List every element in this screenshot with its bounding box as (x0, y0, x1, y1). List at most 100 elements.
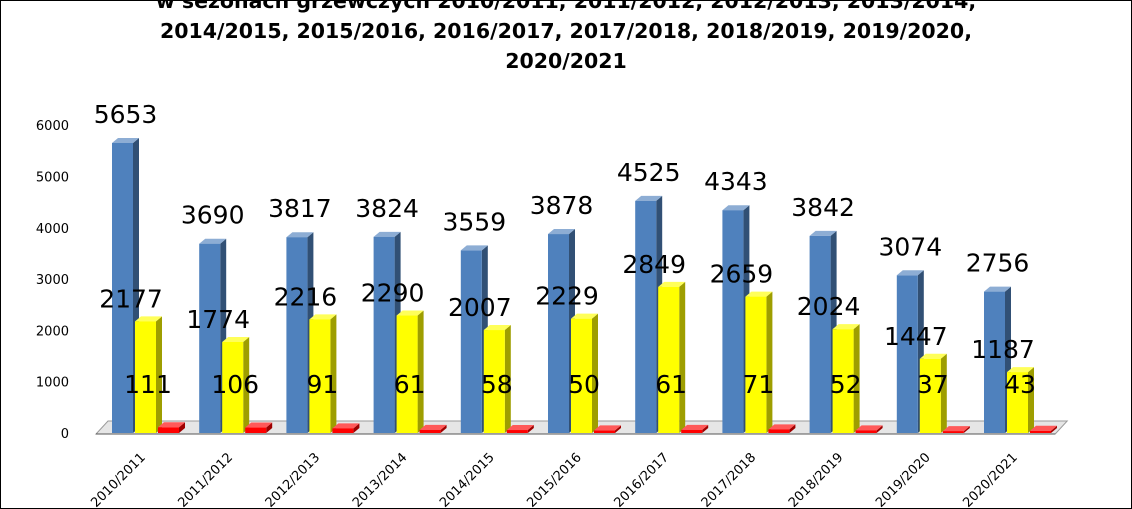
bar-side (592, 313, 598, 433)
bar-top (419, 424, 447, 430)
bar-front (460, 250, 482, 433)
bar-top (506, 425, 534, 431)
bar-front (722, 210, 744, 433)
bar-side (156, 316, 162, 433)
bar-front (396, 315, 418, 433)
bar-top (548, 229, 575, 235)
x-tick-label: 2017/2018 (699, 450, 760, 509)
data-label: 3842 (791, 193, 855, 222)
bar-front (483, 330, 505, 433)
bar-side (789, 424, 796, 433)
data-label: 2216 (274, 282, 338, 311)
bar-side (504, 325, 511, 433)
bar-side (1028, 367, 1034, 433)
data-label: 111 (124, 370, 172, 399)
bar-front (984, 291, 1005, 433)
data-label: 3878 (530, 191, 594, 220)
bar (332, 423, 360, 433)
bar-top (245, 422, 273, 428)
bar-front (1030, 430, 1051, 433)
bar (1007, 367, 1034, 433)
bar-side (853, 324, 860, 433)
bar-top (483, 325, 511, 331)
bar (199, 238, 227, 433)
bar (506, 425, 534, 433)
bar (571, 313, 598, 433)
chart-title: w sezonach grzewczych 2010/2011, 2011/20… (0, 0, 1132, 76)
bar-top (809, 230, 837, 236)
data-label: 1774 (186, 305, 250, 334)
bar-top (373, 231, 401, 237)
bar-top (832, 324, 860, 330)
bar (548, 229, 575, 433)
data-label: 61 (394, 370, 426, 399)
data-label: 3559 (442, 207, 506, 236)
bar-top (919, 353, 947, 359)
data-label: 43 (1004, 370, 1036, 399)
data-label: 2177 (99, 284, 163, 313)
bar-side (1051, 425, 1057, 433)
x-tick-label: 2016/2017 (612, 450, 673, 509)
chart-title-line-3: 2020/2021 (505, 49, 627, 73)
bar-front (245, 427, 267, 433)
bar (396, 310, 424, 433)
y-tick-label: 4000 (36, 222, 69, 237)
bar-top (1030, 425, 1057, 431)
bar (135, 316, 162, 433)
y-tick-label: 5000 (36, 171, 69, 186)
bar-side (440, 424, 447, 433)
bar-side (876, 425, 883, 433)
bar-top (222, 336, 250, 342)
bar (483, 325, 511, 433)
bar-front (594, 430, 615, 433)
bar-front (222, 341, 244, 433)
bar-front (112, 143, 133, 433)
bar-top (460, 245, 488, 251)
data-label: 3824 (355, 194, 419, 223)
bar (832, 324, 860, 433)
bar-front (199, 243, 221, 433)
data-label: 3817 (268, 194, 332, 223)
x-tick-label: 2012/2013 (263, 450, 324, 509)
bar-front (506, 430, 528, 433)
bar-side (417, 310, 424, 433)
data-label: 2007 (448, 293, 512, 322)
bar-front (135, 321, 156, 433)
bar-front (745, 296, 767, 433)
data-label: 2659 (710, 260, 774, 289)
data-label: 91 (306, 370, 338, 399)
y-axis: 0 1000 2000 3000 4000 5000 6000 (36, 119, 69, 442)
data-label: 58 (481, 370, 513, 399)
bar (309, 314, 337, 433)
bar-top (1007, 367, 1034, 373)
bar-top (745, 291, 773, 297)
bar-front (286, 237, 308, 433)
bar (1030, 425, 1057, 433)
chart-title-line-1: w sezonach grzewczych 2010/2011, 2011/20… (155, 0, 977, 13)
x-tick-label: 2013/2014 (350, 450, 411, 509)
bar-front (158, 427, 179, 433)
bar-front (548, 234, 569, 433)
y-tick-label: 6000 (36, 119, 69, 134)
data-label: 37 (917, 370, 949, 399)
data-label: 4343 (704, 167, 768, 196)
bar-top (896, 270, 924, 276)
bar-front (896, 275, 918, 433)
bar-side (940, 353, 947, 433)
bar (919, 353, 947, 433)
bar (768, 424, 796, 433)
data-labels: 5653 2177 111 3690 1774 106 3817 2216 91 3824 2290… (94, 100, 1036, 399)
x-tick-label: 2014/2015 (437, 450, 498, 509)
data-label: 2024 (797, 292, 861, 321)
x-axis: 2010/2011 2011/2012 2012/2013 2013/2014 2014… (88, 450, 1021, 509)
bar (419, 424, 447, 433)
bar-top (658, 281, 686, 287)
bar-side (330, 314, 337, 433)
bar-front (373, 236, 395, 433)
bar (658, 281, 686, 433)
data-label: 52 (830, 370, 862, 399)
bar-front (1007, 372, 1028, 433)
bar-top (722, 205, 750, 211)
bar-top (942, 426, 970, 432)
bar (158, 422, 185, 433)
